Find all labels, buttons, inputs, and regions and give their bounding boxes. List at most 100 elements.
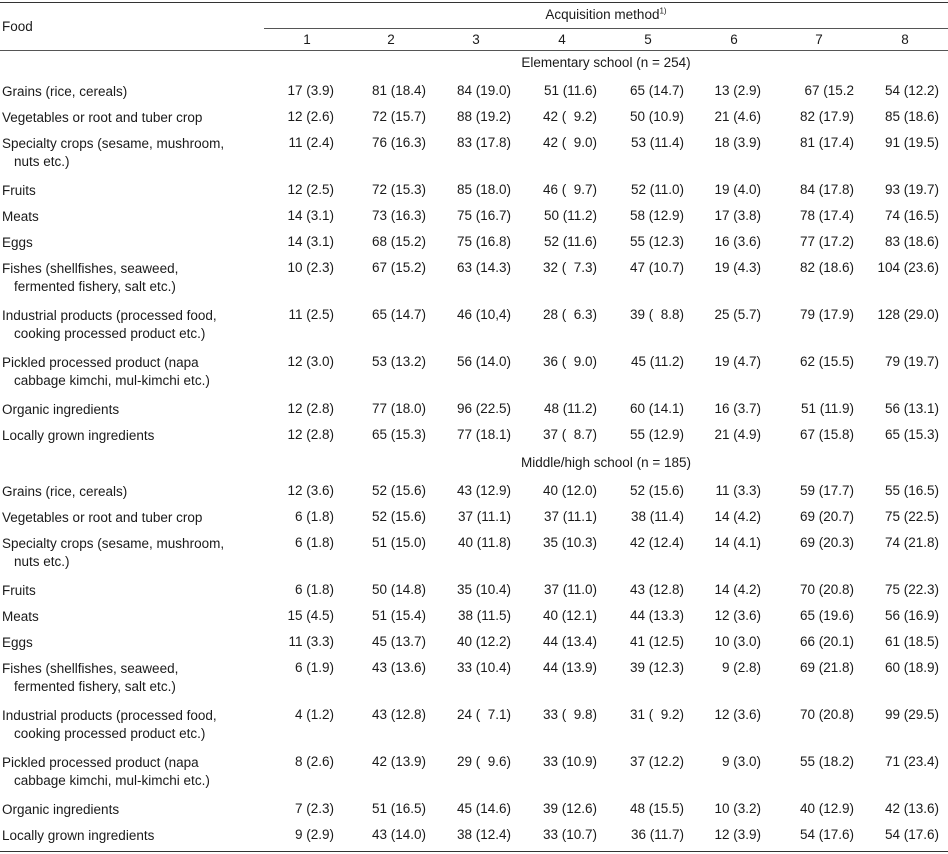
table-cell: 43 (12.8) xyxy=(371,707,426,722)
table-cell: 67 (15.2 xyxy=(804,83,854,98)
table-cell: 40 (11.8) xyxy=(457,535,511,550)
table-cell: 53 (11.4) xyxy=(630,135,684,150)
table-cell: 40 (12.9) xyxy=(799,801,854,816)
food-label-continuation: fermented fishery, salt etc.) xyxy=(14,279,176,294)
table-cell: 21 (4.6) xyxy=(714,109,761,124)
food-label-line: Meats xyxy=(2,209,39,224)
table-cell: 12 (2.5) xyxy=(287,182,334,197)
table-cell: 45 (14.6) xyxy=(456,801,511,816)
table-cell: 37 (11.0) xyxy=(543,582,597,597)
table-cell: 11 (3.3) xyxy=(288,634,334,649)
table-cell: 14 (3.1) xyxy=(287,234,334,249)
table-cell: 12 (2.8) xyxy=(287,427,334,442)
food-label-line: Industrial products (processed food, xyxy=(2,708,217,723)
table-cell: 19 (4.3) xyxy=(714,260,761,275)
table-cell: 48 (11.2) xyxy=(543,401,597,416)
table-cell: 19 (4.7) xyxy=(714,354,761,369)
table-cell: 42 ( 9.0) xyxy=(542,135,597,150)
table-cell: 29 ( 9.6) xyxy=(456,754,511,769)
top-rule xyxy=(0,2,948,3)
table-cell: 52 (15.6) xyxy=(629,483,684,498)
section-title: Elementary school (n = 254) xyxy=(521,55,691,70)
table-cell: 14 (4.2) xyxy=(714,582,761,597)
table-cell: 40 (12.2) xyxy=(456,634,511,649)
group-header-label: Acquisition method xyxy=(545,7,660,22)
table-cell: 96 (22.5) xyxy=(456,401,511,416)
table-cell: 55 (12.9) xyxy=(629,427,684,442)
table-cell: 14 (3.1) xyxy=(287,208,334,223)
food-label-line: Industrial products (processed food, xyxy=(2,308,217,323)
table-cell: 50 (10.9) xyxy=(629,109,684,124)
table-cell: 12 (3.6) xyxy=(714,608,761,623)
table-cell: 72 (15.7) xyxy=(371,109,426,124)
table-cell: 75 (16.7) xyxy=(456,208,511,223)
table-cell: 41 (12.5) xyxy=(629,634,684,649)
table-cell: 51 (15.0) xyxy=(371,535,426,550)
table-cell: 36 ( 9.0) xyxy=(542,354,597,369)
table-cell: 83 (18.6) xyxy=(884,234,939,249)
table-cell: 10 (3.0) xyxy=(714,634,761,649)
column-number-4: 4 xyxy=(558,32,566,47)
table-cell: 67 (15.8) xyxy=(799,427,854,442)
table-cell: 54 (17.6) xyxy=(799,827,854,842)
table-cell: 42 (12.4) xyxy=(629,535,684,550)
food-label: Organic ingredients xyxy=(2,801,264,819)
table-cell: 40 (12.0) xyxy=(542,483,597,498)
table-cell: 45 (11.2) xyxy=(630,354,684,369)
table-cell: 85 (18.0) xyxy=(456,182,511,197)
food-label: Industrial products (processed food, cook… xyxy=(2,307,264,343)
footnote-marker: 1) xyxy=(659,6,667,16)
table-cell: 11 (2.4) xyxy=(288,135,334,150)
table-cell: 82 (17.9) xyxy=(799,109,854,124)
table-cell: 28 ( 6.3) xyxy=(542,307,597,322)
food-label: Eggs xyxy=(2,234,264,252)
food-label: Specialty crops (sesame, mushroom, nuts e… xyxy=(2,135,264,171)
header-bottom-rule xyxy=(0,50,948,51)
table-cell: 43 (12.9) xyxy=(456,483,511,498)
table-cell: 10 (2.3) xyxy=(287,260,334,275)
food-label: Grains (rice, cereals) xyxy=(2,483,264,501)
table-cell: 44 (13.4) xyxy=(542,634,597,649)
table-cell: 75 (16.8) xyxy=(456,234,511,249)
table-cell: 35 (10.4) xyxy=(456,582,511,597)
food-label: Fruits xyxy=(2,182,264,200)
food-label-line: Grains (rice, cereals) xyxy=(2,484,128,499)
table-cell: 44 (13.3) xyxy=(629,608,684,623)
table-cell: 54 (17.6) xyxy=(884,827,939,842)
food-label-line: Fishes (shellfishes, seaweed, xyxy=(2,261,179,276)
table-cell: 77 (18.1) xyxy=(456,427,511,442)
food-label-continuation: cabbage kimchi, mul-kimchi etc.) xyxy=(14,773,210,788)
table-cell: 11 (2.5) xyxy=(288,307,334,322)
table-cell: 10 (3.2) xyxy=(714,801,761,816)
column-number-7: 7 xyxy=(815,32,823,47)
table-cell: 6 (1.9) xyxy=(294,660,334,675)
table-cell: 55 (18.2) xyxy=(799,754,854,769)
food-label-line: Eggs xyxy=(2,235,33,250)
table-cell: 45 (13.7) xyxy=(371,634,426,649)
table-cell: 54 (12.2) xyxy=(884,83,939,98)
table-cell: 91 (19.5) xyxy=(884,135,939,150)
column-number-1: 1 xyxy=(303,32,311,47)
table-cell: 14 (4.1) xyxy=(714,535,761,550)
table-cell: 60 (14.1) xyxy=(629,401,684,416)
table-cell: 7 (2.3) xyxy=(294,801,334,816)
food-label-continuation: cooking processed product etc.) xyxy=(14,726,206,741)
table-cell: 70 (20.8) xyxy=(799,707,854,722)
food-label-continuation: nuts etc.) xyxy=(14,154,70,169)
table-cell: 16 (3.7) xyxy=(714,401,761,416)
table-cell: 58 (12.9) xyxy=(629,208,684,223)
food-label: Meats xyxy=(2,608,264,626)
table-cell: 17 (3.9) xyxy=(287,83,334,98)
table-cell: 52 (15.6) xyxy=(371,509,426,524)
food-label-line: Grains (rice, cereals) xyxy=(2,84,128,99)
food-label-line: Meats xyxy=(2,609,39,624)
table-cell: 59 (17.7) xyxy=(799,483,854,498)
table-cell: 62 (15.5) xyxy=(799,354,854,369)
table-cell: 25 (5.7) xyxy=(714,307,761,322)
food-label-continuation: fermented fishery, salt etc.) xyxy=(14,679,176,694)
table-cell: 19 (4.0) xyxy=(714,182,761,197)
table-cell: 72 (15.3) xyxy=(371,182,426,197)
food-label: Specialty crops (sesame, mushroom, nuts e… xyxy=(2,535,264,571)
table-cell: 74 (16.5) xyxy=(884,208,939,223)
table-cell: 12 (3.9) xyxy=(714,827,761,842)
